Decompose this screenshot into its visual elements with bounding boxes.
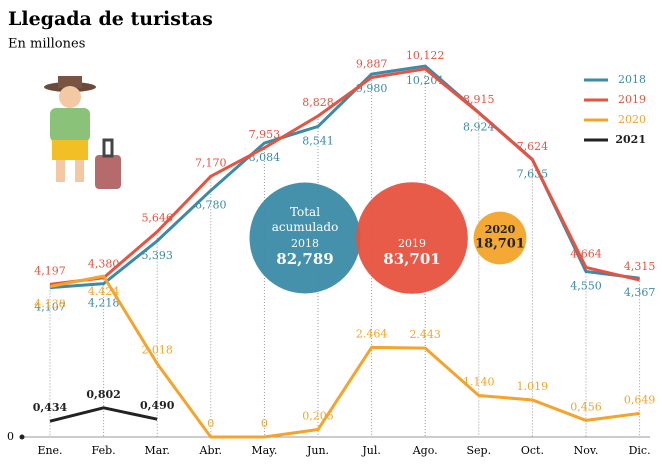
legend-label: 2021 [615,133,646,146]
legend-label: 2018 [618,73,646,86]
data-label: 9,887 [356,57,388,70]
tourist-illustration [44,76,121,189]
data-label: 1.019 [517,380,549,393]
x-tick-label: Ene. [37,444,62,457]
x-tick-label: Dic. [629,444,651,457]
y-tick-label: 0 [7,430,14,443]
data-label: 0 [207,417,214,430]
series-line [50,276,640,437]
total-year: 2019 [398,237,426,250]
data-label: 5,646 [141,212,173,225]
data-label: 0 [261,417,268,430]
total-year: 2018 [291,237,319,250]
total-value: 18,701 [475,237,525,252]
data-label: 0,490 [140,399,175,412]
data-label: 4,367 [624,286,656,299]
x-tick-label: Sep. [467,444,492,457]
data-label: 2.018 [141,344,173,357]
data-label: 0,205 [302,410,334,423]
x-tick-label: Mar. [145,444,170,457]
data-label: 4.138 [34,298,66,311]
data-label: 8,541 [302,134,334,147]
data-label: 7,635 [517,167,549,180]
data-label: 4,664 [570,247,602,260]
data-label: 2.443 [409,328,441,341]
data-label: 2.464 [356,327,388,340]
data-label: 0,456 [570,400,602,413]
x-tick-label: Jul. [361,444,381,457]
x-tick-label: Feb. [92,444,116,457]
legend-label: 2019 [618,93,646,106]
data-label: 4,380 [88,258,120,271]
data-label: 4,550 [570,280,602,293]
x-tick-label: Ago. [412,444,438,457]
chart-title: Llegada de turistas [8,8,213,30]
total-value: 82,789 [276,250,333,268]
total-value: 83,701 [383,250,440,268]
x-tick-label: May. [251,444,277,457]
chart: Llegada de turistas En millones Ene. Feb.… [0,0,662,472]
chart-subtitle: En millones [8,37,85,52]
data-label: 7,953 [249,128,281,141]
data-label: 4,197 [34,264,66,277]
data-label: 7,624 [517,140,549,153]
data-label: 10,122 [406,49,445,62]
x-tick-label: Jun. [306,444,329,457]
data-label: 0,649 [624,393,656,406]
x-tick-label: Abr. [199,444,223,457]
data-label: 0,802 [86,388,120,401]
data-label: 8,915 [463,93,495,106]
data-label: 0,434 [33,401,68,414]
data-label: 7,170 [195,156,227,169]
x-tick-label: Nov. [574,444,599,457]
data-label: 1.140 [463,376,495,389]
axis-dot [20,435,25,440]
data-label: 8,828 [302,96,334,109]
legend-label: 2020 [618,113,646,126]
x-tick-label: Oct. [521,444,544,457]
data-label: 6,780 [195,198,227,211]
total-year: 2020 [485,223,516,236]
data-label: 5,393 [141,249,173,262]
data-label: 4,315 [624,260,656,273]
data-label: 4,218 [88,297,120,310]
data-label: 4.424 [88,285,120,298]
